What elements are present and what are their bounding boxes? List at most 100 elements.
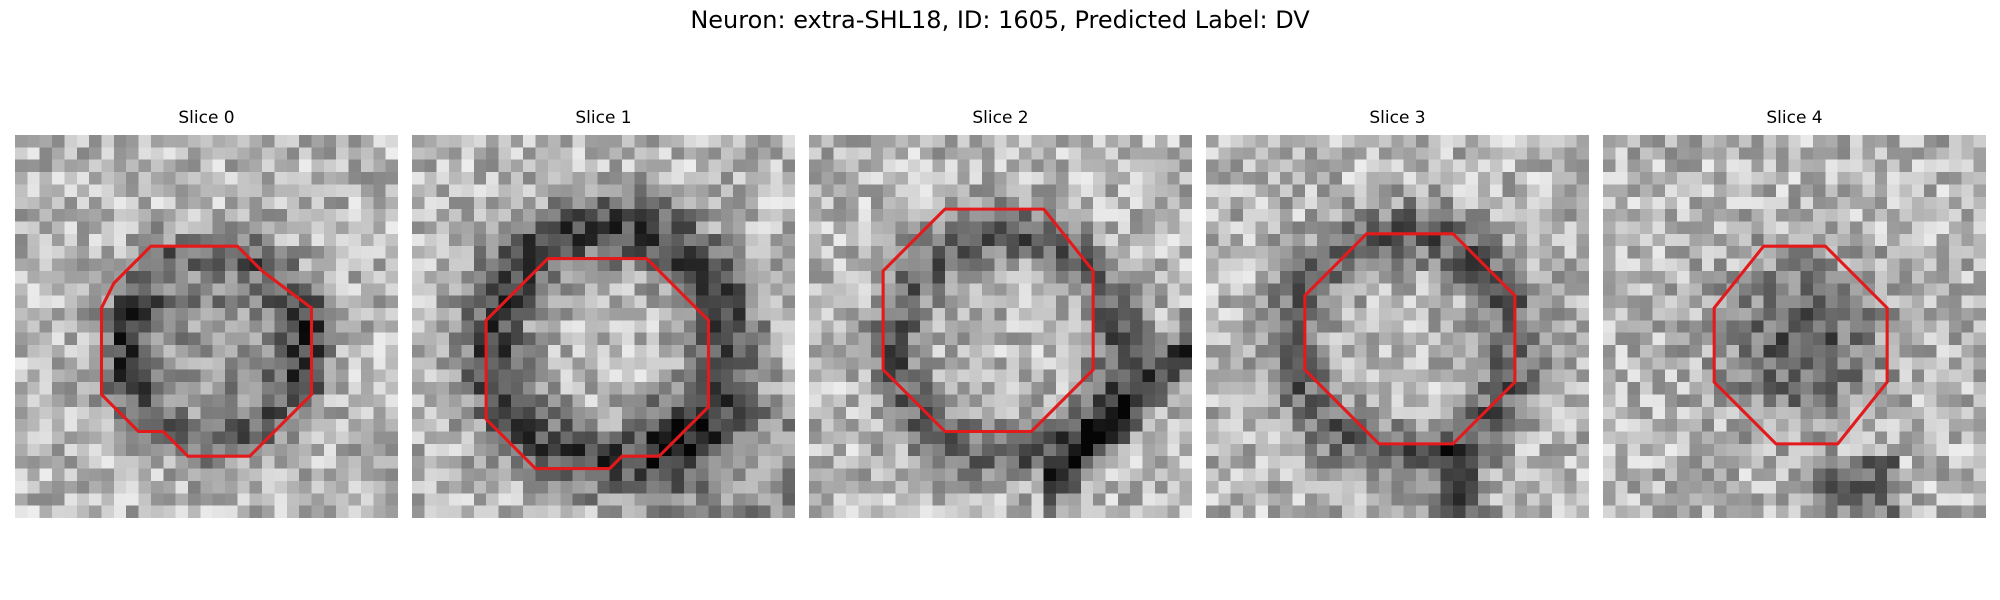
pixel — [1280, 357, 1293, 370]
pixel — [920, 135, 933, 148]
pixel — [225, 357, 238, 370]
pixel — [323, 307, 337, 321]
pixel — [683, 172, 697, 185]
pixel — [1206, 345, 1219, 358]
pixel — [1924, 431, 1937, 444]
pixel — [907, 307, 921, 321]
pixel — [15, 209, 28, 222]
pixel — [696, 394, 709, 407]
pixel — [225, 233, 238, 247]
pixel — [1973, 480, 1986, 494]
pixel — [1428, 382, 1441, 395]
pixel — [126, 394, 139, 407]
pixel — [809, 406, 822, 420]
pixel — [1117, 431, 1131, 444]
pixel — [1206, 382, 1219, 395]
pixel — [212, 443, 226, 457]
pixel — [1726, 307, 1739, 321]
pixel — [1973, 135, 1986, 148]
pixel — [1640, 382, 1653, 395]
pixel — [981, 307, 995, 321]
pixel — [1093, 382, 1106, 395]
pixel — [138, 431, 151, 444]
pixel — [994, 320, 1007, 333]
pixel — [1813, 233, 1826, 247]
pixel — [523, 332, 536, 346]
pixel — [486, 456, 499, 469]
pixel — [833, 493, 847, 506]
pixel — [163, 357, 176, 370]
pixel — [237, 406, 250, 420]
pixel — [1726, 147, 1739, 160]
pixel — [870, 493, 884, 506]
pixel — [1179, 209, 1192, 222]
pixel — [311, 468, 324, 481]
pixel — [659, 406, 672, 420]
pixel — [113, 135, 127, 148]
pixel — [1267, 505, 1281, 518]
pixel — [1031, 184, 1044, 197]
pixel — [237, 147, 250, 160]
pixel — [745, 480, 758, 494]
pixel — [175, 456, 188, 469]
pixel — [622, 456, 635, 469]
pixel — [1948, 493, 1962, 506]
pixel — [1874, 419, 1888, 432]
pixel — [1167, 184, 1180, 197]
pixel — [1019, 394, 1032, 407]
pixel — [833, 345, 847, 358]
pixel — [1726, 320, 1739, 333]
pixel — [1378, 233, 1392, 247]
pixel — [1973, 345, 1986, 358]
pixel — [1961, 357, 1974, 370]
pixel — [1179, 394, 1192, 407]
pixel — [1490, 258, 1503, 271]
pixel — [535, 307, 548, 321]
pixel — [1117, 221, 1131, 234]
pixel — [1514, 505, 1528, 518]
pixel — [1043, 382, 1057, 395]
pixel — [1788, 270, 1801, 284]
pixel — [323, 147, 337, 160]
pixel — [101, 369, 114, 383]
pixel — [1576, 369, 1589, 383]
pixel — [1924, 135, 1937, 148]
pixel — [981, 147, 995, 160]
pixel — [1527, 196, 1540, 210]
pixel — [1154, 184, 1168, 197]
pixel — [373, 320, 386, 333]
pixel — [461, 369, 474, 383]
pixel — [175, 221, 188, 234]
pixel — [1403, 233, 1417, 247]
pixel — [1689, 505, 1702, 518]
pixel — [944, 369, 958, 383]
pixel — [659, 456, 672, 469]
pixel — [609, 159, 623, 173]
pixel — [733, 172, 746, 185]
pixel — [1292, 283, 1305, 296]
pixel — [994, 172, 1007, 185]
pixel — [969, 419, 982, 432]
pixel — [436, 307, 450, 321]
pixel — [696, 505, 709, 518]
pixel — [560, 320, 573, 333]
pixel — [994, 456, 1007, 469]
pixel — [1142, 196, 1155, 210]
pixel — [1689, 382, 1702, 395]
pixel — [486, 345, 499, 358]
pixel — [1862, 431, 1875, 444]
pixel — [1551, 184, 1565, 197]
pixel — [1948, 320, 1962, 333]
pixel — [1763, 345, 1776, 358]
pixel — [1775, 159, 1789, 173]
pixel — [994, 493, 1007, 506]
pixel — [1255, 369, 1268, 383]
pixel — [249, 270, 263, 284]
pixel — [1664, 209, 1678, 222]
pixel — [696, 332, 709, 346]
pixel — [1280, 159, 1293, 173]
pixel — [1527, 419, 1540, 432]
pixel — [1341, 419, 1355, 432]
pixel — [1701, 332, 1715, 346]
pixel — [708, 443, 721, 457]
